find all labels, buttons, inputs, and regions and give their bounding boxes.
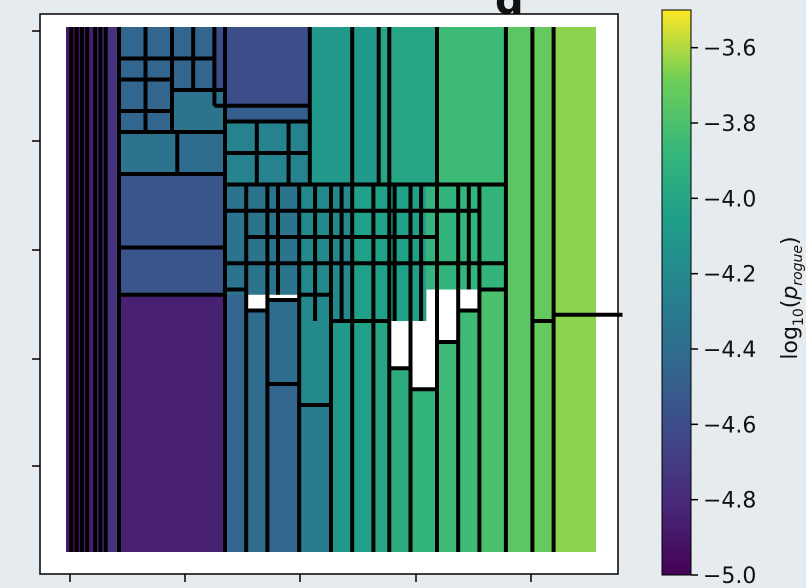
heatmap-cell bbox=[225, 289, 247, 552]
colorbar: −3.6 −3.8 −4.0 −4.2 −4.4 −4.6 −4.8 −5.0 log10(p… bbox=[661, 9, 806, 588]
heatmap-cell bbox=[119, 294, 225, 552]
heatmap-cell bbox=[437, 27, 506, 185]
heatmap-cell bbox=[225, 184, 300, 295]
heatmap-cell bbox=[553, 27, 596, 552]
colorbar-tick-label: −4.6 bbox=[703, 413, 756, 438]
heatmap-cell bbox=[119, 247, 225, 295]
heatmap-cell bbox=[105, 27, 119, 552]
heatmap-cell bbox=[331, 321, 353, 552]
colorbar-gradient bbox=[661, 9, 692, 576]
heatmap-cell bbox=[267, 300, 300, 384]
heatmap-cell bbox=[214, 27, 310, 106]
heatmap-cell bbox=[505, 27, 533, 552]
heatmap-cell bbox=[389, 368, 411, 552]
colorbar-tick-label: −4.0 bbox=[703, 187, 756, 212]
heatmap-cell bbox=[66, 27, 82, 552]
colorbar-ticks: −3.6 −3.8 −4.0 −4.2 −4.4 −4.6 −4.8 −5.0 bbox=[691, 37, 756, 588]
heatmap-cell bbox=[225, 105, 310, 122]
heatmap-cell bbox=[119, 174, 225, 248]
heatmap-cell bbox=[532, 27, 554, 552]
heatmap-cell bbox=[309, 27, 379, 185]
cell-boundaries bbox=[69, 27, 623, 552]
heatmap-cell bbox=[246, 310, 268, 552]
heatmap-cell bbox=[119, 132, 178, 174]
colorbar-tick-label: −3.8 bbox=[703, 112, 756, 137]
colorbar-label: log10(progue) bbox=[778, 236, 806, 359]
heatmap-cell bbox=[437, 342, 459, 552]
colorbar-tick-label: −5.0 bbox=[703, 564, 756, 588]
heatmap-cell bbox=[299, 184, 353, 321]
colorbar-tick-label: −4.8 bbox=[703, 489, 756, 514]
colorbar-tick-label: −4.4 bbox=[703, 338, 756, 363]
colorbar-tick-label: −4.2 bbox=[703, 263, 756, 288]
heatmap-cell bbox=[410, 389, 437, 552]
heatmap-cell bbox=[172, 90, 225, 132]
heatmap-cell bbox=[373, 321, 390, 552]
axis-ticks bbox=[32, 30, 532, 582]
heatmap-cell bbox=[458, 310, 480, 552]
heatmap-cell bbox=[426, 184, 506, 290]
heatmap-cell bbox=[177, 132, 225, 174]
heatmap-cell bbox=[267, 384, 300, 552]
heatmap-cell bbox=[299, 405, 331, 552]
heatmap-cell bbox=[352, 321, 374, 552]
heatmap-cell bbox=[479, 289, 506, 552]
colorbar-tick-label: −3.6 bbox=[703, 37, 756, 62]
